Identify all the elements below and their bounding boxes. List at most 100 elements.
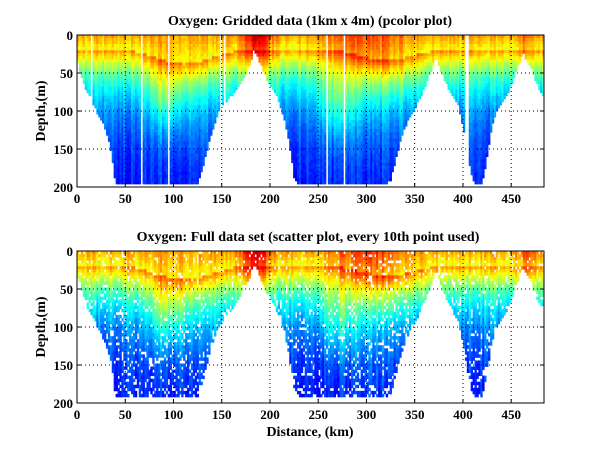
heatmap-cell (235, 68, 238, 72)
heatmap-cell (175, 147, 178, 151)
heatmap-cell (269, 47, 273, 51)
heatmap-cell (306, 129, 309, 133)
heatmap-cell (279, 47, 282, 51)
heatmap-cell (204, 144, 207, 148)
heatmap-cell (208, 132, 211, 136)
heatmap-cell (285, 53, 288, 57)
heatmap-cell (105, 74, 109, 78)
heatmap-cell (181, 95, 184, 100)
heatmap-cell (225, 68, 228, 72)
heatmap-cell (279, 53, 282, 57)
heatmap-cell (190, 101, 194, 106)
heatmap-cell (142, 123, 145, 127)
heatmap-cell (318, 168, 321, 173)
heatmap-cell (121, 92, 124, 97)
heatmap-cell (169, 117, 172, 121)
heatmap-cell (175, 53, 178, 57)
heatmap-cell (296, 44, 300, 48)
heatmap-cell (188, 180, 192, 185)
heatmap-cell (173, 141, 176, 145)
heatmap-cell (185, 162, 188, 167)
heatmap-cell (308, 123, 311, 127)
heatmap-cell (94, 47, 97, 51)
heatmap-cell (152, 44, 155, 48)
heatmap-cell (109, 59, 113, 63)
heatmap-cell (121, 126, 124, 130)
heatmap-cell (316, 80, 319, 85)
heatmap-cell (105, 71, 109, 75)
heatmap-cell (306, 168, 309, 173)
heatmap-cell (333, 68, 336, 72)
heatmap-cell (279, 104, 282, 109)
heatmap-cell (320, 98, 323, 103)
heatmap-cell (318, 153, 321, 157)
heatmap-cell (100, 53, 103, 57)
heatmap-cell (107, 111, 111, 115)
heatmap-cell (262, 41, 265, 45)
heatmap-cell (333, 50, 336, 54)
heatmap-cell (258, 53, 261, 57)
heatmap-cell (150, 104, 153, 109)
heatmap-cell (345, 101, 348, 106)
heatmap-cell (144, 41, 147, 45)
heatmap-cell (115, 104, 118, 109)
heatmap-cell (312, 144, 315, 148)
heatmap-cell (107, 50, 111, 54)
heatmap-cell (146, 53, 149, 57)
heatmap-cell (185, 83, 188, 88)
heatmap-cell (210, 83, 213, 88)
heatmap-cell (123, 150, 126, 154)
heatmap-cell (78, 41, 82, 45)
heatmap-cell (183, 147, 186, 151)
heatmap-cell (198, 62, 201, 66)
heatmap-cell (119, 126, 122, 130)
heatmap-cell (212, 123, 215, 127)
heatmap-cell (119, 50, 122, 54)
heatmap-cell (187, 47, 190, 51)
heatmap-cell (314, 41, 317, 45)
heatmap-cell (310, 80, 313, 85)
heatmap-cell (291, 159, 294, 164)
heatmap-cell (351, 111, 354, 115)
heatmap-cell (314, 129, 317, 133)
heatmap-cell (316, 83, 319, 88)
heatmap-cell (308, 47, 311, 51)
heatmap-cell (117, 159, 120, 164)
heatmap-cell (302, 129, 306, 133)
heatmap-cell (277, 53, 281, 57)
heatmap-cell (306, 159, 309, 164)
heatmap-cell (281, 53, 284, 57)
heatmap-cell (221, 77, 225, 81)
heatmap-cell (310, 65, 313, 69)
heatmap-cell (111, 53, 115, 57)
heatmap-cell (318, 59, 321, 63)
heatmap-cell (298, 101, 302, 106)
heatmap-cell (134, 68, 138, 72)
heatmap-cell (146, 98, 149, 103)
heatmap-cell (200, 47, 203, 51)
heatmap-cell (212, 126, 215, 130)
heatmap-cell (129, 35, 132, 39)
heatmap-cell (324, 95, 327, 100)
heatmap-cell (134, 74, 138, 78)
heatmap-cell (281, 77, 284, 81)
heatmap-cell (248, 50, 252, 54)
heatmap-cell (127, 107, 130, 112)
heatmap-cell (331, 153, 335, 157)
heatmap-cell (179, 168, 182, 173)
heatmap-cell (308, 62, 311, 66)
heatmap-cell (258, 56, 261, 60)
heatmap-cell (119, 107, 122, 112)
heatmap-cell (152, 126, 155, 130)
heatmap-cell (146, 126, 149, 130)
heatmap-cell (115, 47, 118, 51)
heatmap-cell (347, 80, 350, 85)
heatmap-cell (308, 95, 311, 100)
heatmap-cell (111, 104, 115, 109)
heatmap-cell (158, 123, 161, 127)
heatmap-cell (159, 171, 163, 176)
heatmap-cell (111, 147, 115, 151)
heatmap-cell (221, 35, 225, 39)
heatmap-cell (304, 41, 308, 45)
heatmap-cell (351, 156, 354, 161)
